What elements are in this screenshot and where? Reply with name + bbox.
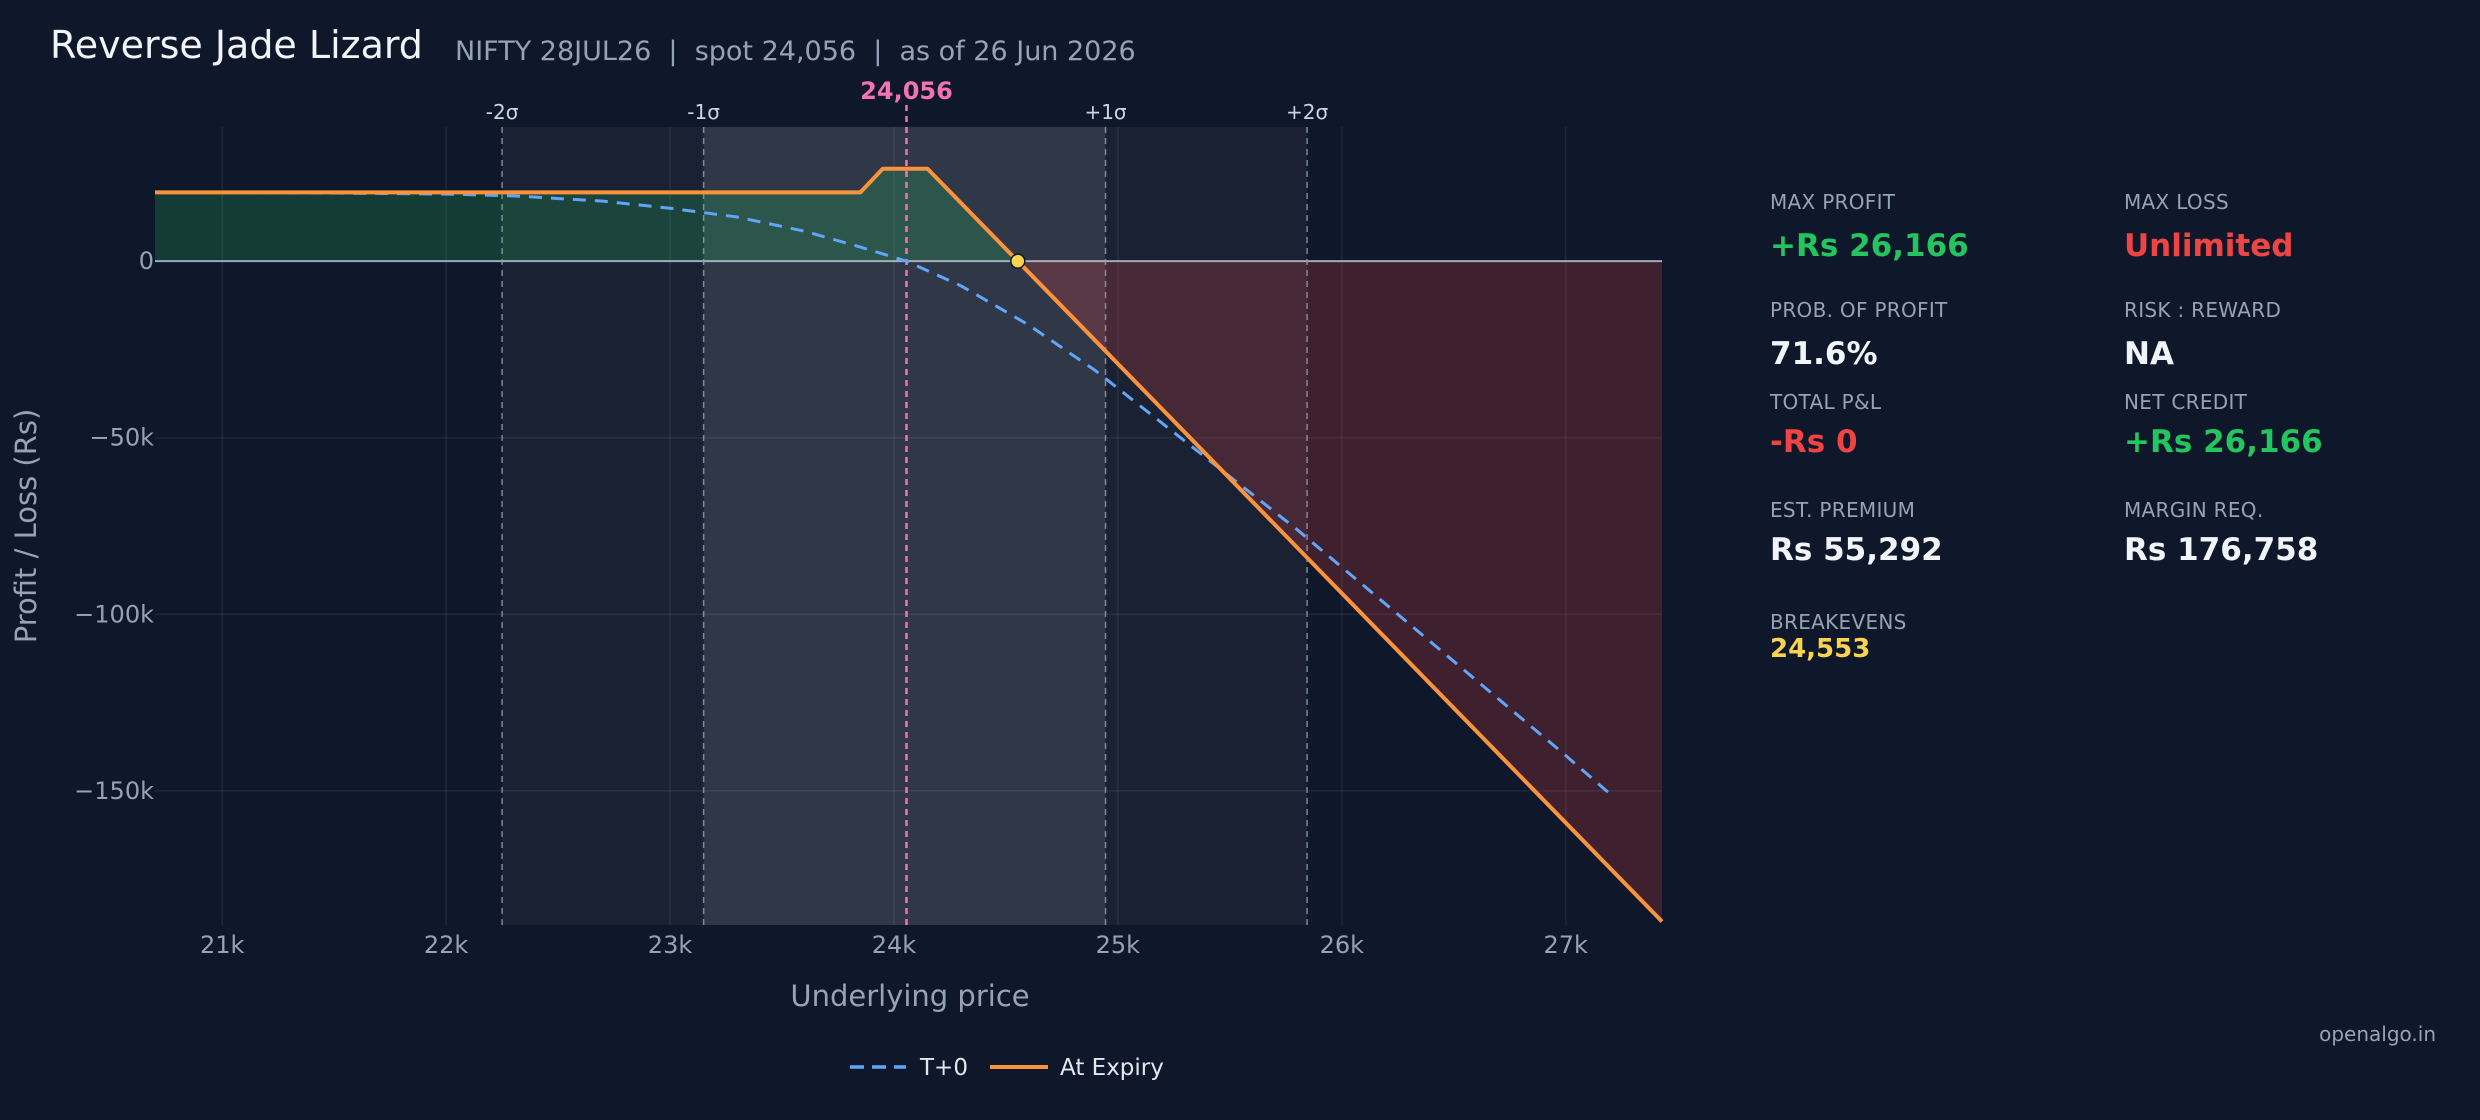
brand-footer[interactable]: openalgo.in bbox=[2319, 1022, 2436, 1046]
series-lines bbox=[154, 166, 1664, 923]
x-tick-label: 25k bbox=[1096, 931, 1141, 959]
x-tick-label: 21k bbox=[200, 931, 245, 959]
max-loss-label: MAX LOSS bbox=[2124, 190, 2229, 214]
total-pnl-value: -Rs 0 bbox=[1770, 424, 1858, 460]
profit-area bbox=[155, 168, 1018, 262]
y-axis-title: Profit / Loss (Rs) bbox=[9, 409, 43, 644]
breakevens-value: 24,553 bbox=[1770, 634, 1871, 664]
expiry-legend-label: At Expiry bbox=[1060, 1055, 1164, 1081]
est-premium-label: EST. PREMIUM bbox=[1770, 498, 1916, 522]
y-tick-label: −100k bbox=[74, 600, 154, 628]
est-premium-value: Rs 55,292 bbox=[1770, 532, 1943, 568]
risk-reward-stat: RISK : REWARD NA bbox=[2124, 298, 2281, 372]
total-pnl-label: TOTAL P&L bbox=[1770, 390, 1882, 414]
max-profit-label: MAX PROFIT bbox=[1770, 190, 1896, 214]
legend: T+0 At Expiry bbox=[850, 1055, 1164, 1081]
breakevens-label: BREAKEVENS bbox=[1770, 610, 1907, 634]
x-tick-label: 27k bbox=[1543, 931, 1588, 959]
sigma-label: +2σ bbox=[1286, 100, 1328, 124]
risk-reward-value: NA bbox=[2124, 336, 2174, 372]
stats-panel: MAX PROFIT +Rs 26,166 MAX LOSS Unlimited… bbox=[1770, 190, 2470, 670]
spot-label: 24,056 bbox=[860, 77, 953, 105]
margin-req-label: MARGIN REQ. bbox=[2124, 498, 2264, 522]
x-axis: 21k 22k 23k 24k 25k 26k 27k bbox=[200, 931, 1588, 959]
total-pnl-stat: TOTAL P&L -Rs 0 bbox=[1770, 390, 1881, 460]
breakevens-stat: BREAKEVENS 24,553 bbox=[1770, 610, 1907, 664]
x-tick-label: 22k bbox=[424, 931, 469, 959]
y-tick-label: −150k bbox=[74, 777, 154, 805]
max-profit-stat: MAX PROFIT +Rs 26,166 bbox=[1770, 190, 1969, 264]
est-premium-stat: EST. PREMIUM Rs 55,292 bbox=[1770, 498, 1943, 568]
x-tick-label: 24k bbox=[872, 931, 917, 959]
spot-marker: 24,056 bbox=[860, 77, 953, 925]
prob-profit-label: PROB. OF PROFIT bbox=[1770, 298, 1948, 322]
sigma-label: +1σ bbox=[1084, 100, 1126, 124]
margin-req-value: Rs 176,758 bbox=[2124, 532, 2319, 568]
net-credit-stat: NET CREDIT +Rs 26,166 bbox=[2124, 390, 2323, 460]
max-profit-value: +Rs 26,166 bbox=[1770, 228, 1969, 264]
prob-profit-stat: PROB. OF PROFIT 71.6% bbox=[1770, 298, 1948, 372]
max-loss-value: Unlimited bbox=[2124, 228, 2294, 264]
net-credit-label: NET CREDIT bbox=[2124, 390, 2248, 414]
sigma-markers: -2σ -1σ +1σ +2σ bbox=[486, 100, 1328, 925]
breakeven-marker bbox=[1010, 253, 1026, 269]
expiry-series-line bbox=[155, 166, 1664, 923]
sigma-label: -2σ bbox=[486, 100, 519, 124]
grid-lines bbox=[155, 127, 1662, 925]
x-tick-label: 26k bbox=[1320, 931, 1365, 959]
y-tick-label: −50k bbox=[89, 424, 154, 452]
sigma-label: -1σ bbox=[687, 100, 720, 124]
chart-subtitle: NIFTY 28JUL26 | spot 24,056 | as of 26 J… bbox=[455, 36, 1136, 67]
t0-legend-label: T+0 bbox=[919, 1055, 968, 1081]
chart-title: Reverse Jade Lizard bbox=[50, 23, 423, 67]
y-axis: 0 −50k −100k −150k bbox=[74, 247, 154, 805]
risk-reward-label: RISK : REWARD bbox=[2124, 298, 2282, 322]
breakeven-markers bbox=[1010, 253, 1026, 269]
margin-req-stat: MARGIN REQ. Rs 176,758 bbox=[2124, 498, 2318, 568]
max-loss-stat: MAX LOSS Unlimited bbox=[2124, 190, 2293, 264]
net-credit-value: +Rs 26,166 bbox=[2124, 424, 2323, 460]
x-axis-title: Underlying price bbox=[790, 979, 1029, 1013]
prob-profit-value: 71.6% bbox=[1770, 336, 1878, 372]
y-tick-label: 0 bbox=[139, 247, 154, 275]
t0-series-line bbox=[154, 190, 1612, 796]
x-tick-label: 23k bbox=[648, 931, 693, 959]
